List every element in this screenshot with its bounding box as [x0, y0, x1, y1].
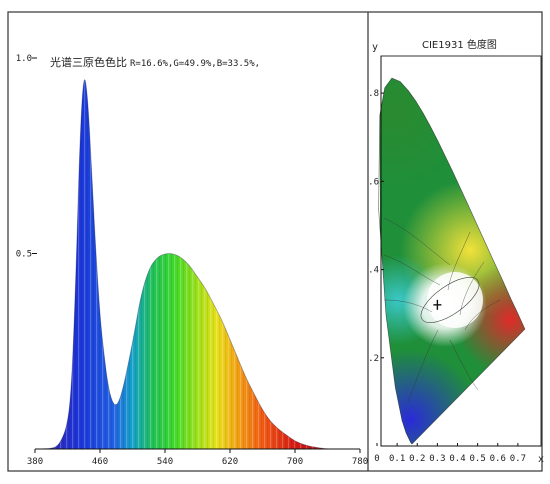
spectrum-y-tick-label: 0.5: [16, 250, 32, 260]
cie-gamut-outline: [378, 77, 526, 445]
cie-x-tick-label: 0.1: [389, 454, 405, 464]
cie-x-tick-label: 0.3: [429, 454, 445, 464]
spectrum-x-tick-label: 380: [27, 457, 43, 467]
cie-y-ticks: .2 .4 .6 .8: [368, 89, 384, 364]
spectrum-ratio-text: R=16.6%,G=49.9%,B=33.5%,: [130, 59, 260, 69]
spectrum-title: 光谱三原色色比: [50, 55, 127, 69]
cie-x-tick-label: 0.6: [490, 454, 506, 464]
cie-x-tick-label: 0: [374, 454, 379, 464]
spectrum-y-ticks: 0.5 1.0: [16, 54, 37, 260]
spectrum-y-tick-label: 1.0: [16, 54, 32, 64]
cie-x-tick-label: 0.7: [510, 454, 526, 464]
cie-x-tick-label: 0.4: [449, 454, 465, 464]
cie-x-tick-label: 0.5: [469, 454, 485, 464]
spectrum-x-tick-label: 540: [157, 457, 173, 467]
spectrum-panel: 380 460 540 620 700 780 0.5 1.0 光谱三原色色比 R=16.6…: [16, 54, 368, 467]
cie-title: CIE1931 色度图: [422, 38, 497, 51]
cie-x-label: x: [538, 454, 544, 465]
cie-y-tick-label: .8: [368, 89, 379, 99]
cie-measured-point: [433, 299, 442, 310]
cie-gamut-fill: [378, 78, 525, 444]
cie-points: [433, 299, 442, 310]
spectrum-x-tick-label: 700: [287, 457, 303, 467]
cie-panel: CIE1931 色度图 y x 0 0.1 0.2 0.: [368, 38, 544, 465]
outer-border: [7, 11, 543, 472]
cie-x-ticks: 0 0.1 0.2 0.3 0.4 0.5 0.6 0.7: [374, 443, 526, 464]
spectrum-x-tick-label: 780: [352, 457, 368, 467]
cie-planckian-locus: [420, 277, 480, 323]
cie-y-tick-label: .6: [368, 177, 379, 187]
cie-y-tick-label: .4: [368, 266, 379, 276]
spectrum-area-stripes: [35, 79, 360, 449]
cie-x-tick-label: 0.2: [409, 454, 425, 464]
cie-y-tick-label: .2: [368, 354, 379, 364]
spectrum-x-tick-label: 620: [222, 457, 238, 467]
spectrum-x-tick-label: 460: [92, 457, 108, 467]
cie-y-label: y: [372, 42, 378, 53]
spectrum-x-ticks: 380 460 540 620 700 780: [27, 449, 368, 467]
spectrum-outline: [34, 79, 360, 450]
cie-region-lines: [383, 217, 501, 403]
